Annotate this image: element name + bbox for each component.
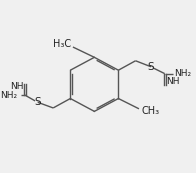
Text: S: S	[34, 97, 41, 107]
Text: NH: NH	[166, 78, 180, 86]
Text: S: S	[148, 62, 154, 72]
Text: H₃C: H₃C	[53, 39, 71, 49]
Text: NH₂: NH₂	[174, 69, 191, 78]
Text: CH₃: CH₃	[142, 106, 160, 116]
Text: NH: NH	[10, 82, 24, 91]
Text: NH₂: NH₂	[0, 91, 17, 100]
